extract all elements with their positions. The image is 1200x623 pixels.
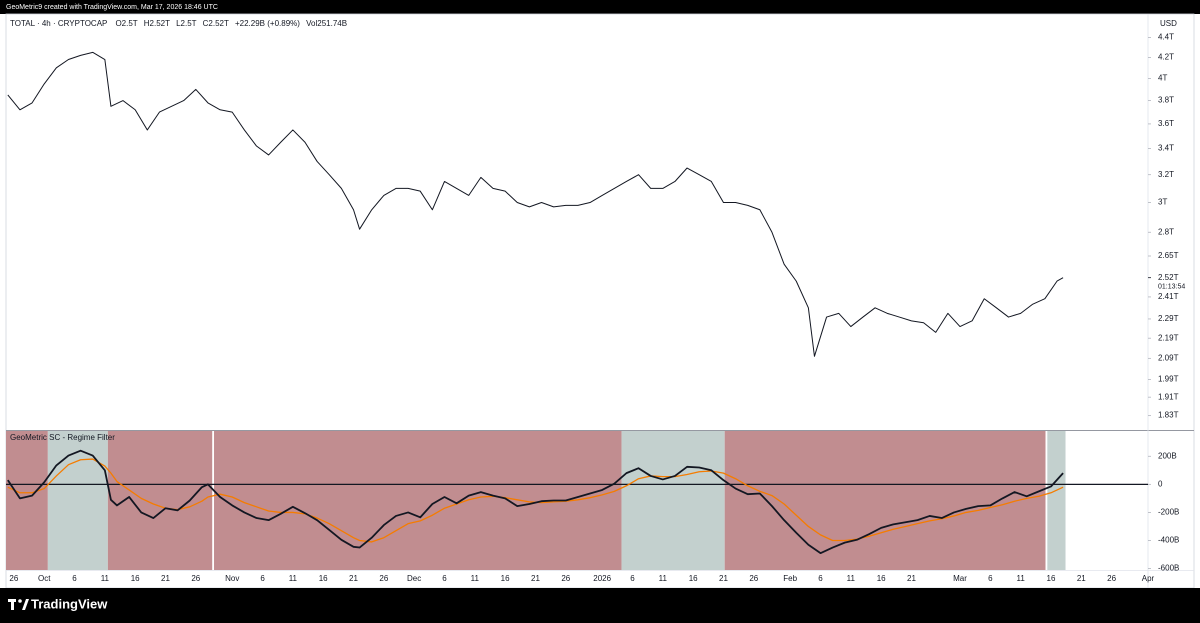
y-tick-label: 2.8T xyxy=(1158,227,1174,236)
x-tick-label: Dec xyxy=(407,574,421,583)
ohlc-close: C2.52T xyxy=(203,19,229,28)
y-tick-label: 0 xyxy=(1158,479,1163,488)
y-tick-label: 2.41T xyxy=(1158,292,1179,301)
x-tick-label: 6 xyxy=(818,574,823,583)
top-bar xyxy=(0,0,1200,14)
attribution: GeoMetric9 created with TradingView.com,… xyxy=(6,4,218,11)
y-tick-label: 2.19T xyxy=(1158,333,1179,342)
indicator-line xyxy=(7,449,1064,555)
regime-band xyxy=(1047,431,1066,570)
y-tick-label: 1.83T xyxy=(1158,411,1179,420)
x-tick-label: 6 xyxy=(988,574,993,583)
x-tick-label: 16 xyxy=(689,574,698,583)
x-tick-label: 26 xyxy=(1107,574,1116,583)
x-tick-label: 21 xyxy=(1077,574,1086,583)
last-price-label: 2.52T xyxy=(1158,273,1179,282)
x-tick-label: 2026 xyxy=(593,574,611,583)
currency: USD xyxy=(1160,19,1177,28)
x-tick-label: 26 xyxy=(749,574,758,583)
x-tick-label: 26 xyxy=(561,574,570,583)
x-tick-label: 16 xyxy=(501,574,510,583)
price-pane: 4.4T 4.2T 4T 3.8T 3.6T 3.4T 3.2T 3T 2.8T 2.65T 2.4… xyxy=(7,33,1185,420)
x-tick-label: 16 xyxy=(131,574,140,583)
y-tick-label: 3.8T xyxy=(1158,96,1174,105)
volume: Vol251.74B xyxy=(306,19,347,28)
indicator-pane: 200B 0 -200B -400B -600B 26 Oct 6 11 16 21 26 Nov 6 11… xyxy=(6,431,1179,583)
x-tick-label: 11 xyxy=(659,574,668,583)
x-tick-label: 16 xyxy=(877,574,886,583)
indicator-title: GeoMetric SC - Regime Filter xyxy=(10,433,115,442)
y-tick-label: 1.99T xyxy=(1158,375,1179,384)
x-tick-label: 11 xyxy=(1016,574,1025,583)
y-tick-label: 4T xyxy=(1158,74,1167,83)
logo-part xyxy=(18,599,22,603)
y-tick-label: 4.4T xyxy=(1158,33,1174,42)
x-tick-label: Feb xyxy=(783,574,797,583)
x-tick-label: Nov xyxy=(225,574,239,583)
x-tick-label: 11 xyxy=(101,574,110,583)
brand-logo xyxy=(8,599,29,610)
change: +22.29B (+0.89%) xyxy=(235,19,300,28)
y-tick-label: -200B xyxy=(1158,508,1179,517)
x-tick-label: 26 xyxy=(379,574,388,583)
y-tick-label: 2.29T xyxy=(1158,314,1179,323)
y-tick-label: 3T xyxy=(1158,198,1167,207)
x-tick-label: 21 xyxy=(349,574,358,583)
bottom-bar xyxy=(0,588,1200,623)
x-tick-label: 6 xyxy=(260,574,265,583)
x-tick-label: 11 xyxy=(289,574,298,583)
regime-band xyxy=(47,431,108,570)
x-tick-label: 6 xyxy=(442,574,447,583)
x-tick-label: 6 xyxy=(630,574,635,583)
y-tick-label: 2.65T xyxy=(1158,251,1179,260)
x-tick-label: 21 xyxy=(161,574,170,583)
x-tick-label: 26 xyxy=(9,574,18,583)
ohlc-high: H2.52T xyxy=(144,19,170,28)
x-tick-label: 11 xyxy=(847,574,856,583)
symbol-legend: TOTAL · 4h · CRYPTOCAP O2.5T H2.52T L2.5… xyxy=(10,19,347,28)
x-tick-label: 16 xyxy=(319,574,328,583)
x-tick-label: Oct xyxy=(38,574,51,583)
y-tick-label: 2.09T xyxy=(1158,353,1179,362)
symbol-title: TOTAL · 4h · CRYPTOCAP xyxy=(10,19,107,28)
y-tick-label: 3.2T xyxy=(1158,170,1174,179)
y-tick-label: 3.6T xyxy=(1158,119,1174,128)
x-tick-label: Mar xyxy=(953,574,967,583)
x-tick-label: 26 xyxy=(191,574,200,583)
y-tick-label: -400B xyxy=(1158,536,1179,545)
x-tick-label: 16 xyxy=(1047,574,1056,583)
y-tick-label: 200B xyxy=(1158,451,1177,460)
ohlc-open: O2.5T xyxy=(115,19,137,28)
x-tick-label: 6 xyxy=(72,574,77,583)
y-tick-label: 4.2T xyxy=(1158,53,1174,62)
y-tick-label: 1.91T xyxy=(1158,392,1179,401)
x-tick-label: 21 xyxy=(907,574,916,583)
x-tick-label: 21 xyxy=(531,574,540,583)
y-tick-label: 3.4T xyxy=(1158,144,1174,153)
price-line xyxy=(7,51,1064,357)
ohlc-low: L2.5T xyxy=(176,19,197,28)
brand-name: TradingView xyxy=(31,596,108,611)
y-tick-label: -600B xyxy=(1158,564,1179,573)
x-tick-label: 21 xyxy=(719,574,728,583)
bar-countdown: 01:13:54 xyxy=(1158,284,1185,291)
x-tick-label: Apr xyxy=(1142,574,1155,583)
regime-band xyxy=(6,431,48,570)
logo-part xyxy=(22,599,29,610)
x-tick-label: 11 xyxy=(471,574,480,583)
regime-band xyxy=(621,431,725,570)
logo-part xyxy=(11,599,14,610)
